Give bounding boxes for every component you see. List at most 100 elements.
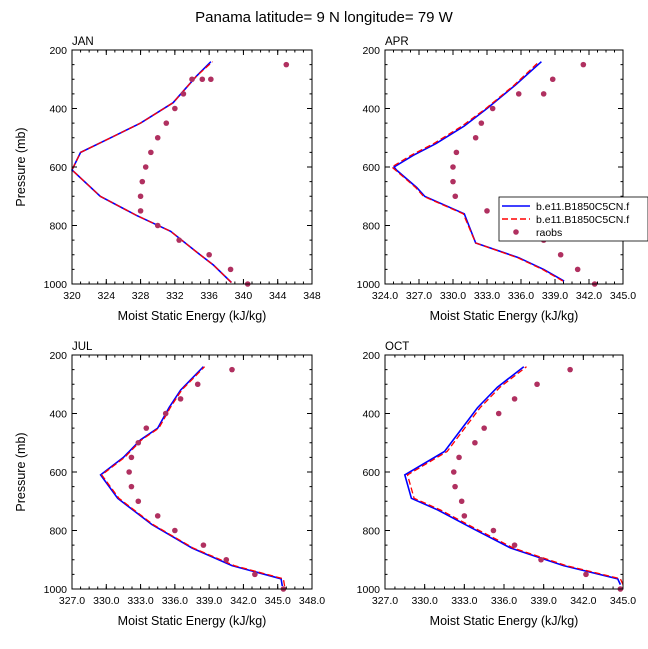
raobs-point — [453, 149, 460, 156]
panel-label: OCT — [385, 341, 409, 353]
x-tick-label: 339.0 — [531, 595, 557, 607]
x-tick-label: 327.0 — [372, 595, 398, 607]
y-tick-label: 200 — [362, 45, 380, 57]
raobs-point — [229, 366, 235, 373]
x-tick-label: 345.0 — [610, 290, 636, 302]
x-tick-label: 330.0 — [93, 595, 119, 607]
panel-label: JUL — [72, 341, 93, 353]
raobs-point — [458, 498, 465, 505]
raobs-point — [549, 76, 556, 83]
y-tick-label: 200 — [49, 45, 67, 57]
raobs-point — [172, 527, 178, 534]
x-axis-title: Moist Static Energy (kJ/kg) — [118, 309, 267, 323]
x-tick-label: 348 — [303, 290, 321, 302]
raobs-point — [200, 542, 207, 548]
raobs-point — [540, 91, 547, 97]
raobs-point — [135, 439, 142, 446]
x-tick-label: 320 — [63, 290, 81, 302]
x-tick-label: 342.0 — [230, 595, 256, 607]
panel-jul: 327.0 330.0 333.0 336.0 339.0 342.0 345.0 348.0… — [14, 341, 325, 628]
plot-frame — [384, 49, 624, 285]
raobs-point — [583, 571, 589, 578]
legend-label: b.e11.B1850C5CN.f — [536, 201, 629, 213]
y-tick-label: 400 — [49, 409, 67, 421]
raobs-point — [472, 439, 478, 446]
plot-frame — [71, 354, 313, 590]
raobs-point — [481, 425, 487, 431]
x-tick-label: 324.0 — [372, 290, 398, 302]
x-tick-label: 333.0 — [474, 290, 500, 302]
raobs-point — [137, 193, 144, 200]
raobs-point — [142, 164, 149, 170]
raobs-point — [450, 164, 456, 170]
raobs-point — [126, 469, 132, 475]
x-tick-label: 330.0 — [412, 595, 438, 607]
x-tick-label: 339.0 — [542, 290, 568, 302]
raobs-point — [511, 396, 518, 402]
x-axis-title: Moist Static Energy (kJ/kg) — [118, 614, 267, 628]
y-tick-label: 800 — [362, 221, 380, 233]
raobs-point — [472, 134, 479, 141]
x-tick-label: 348.0 — [299, 595, 325, 607]
raobs-point — [574, 266, 581, 273]
raobs-point — [154, 513, 161, 519]
raobs-point — [450, 469, 457, 475]
raobs-point — [489, 105, 496, 112]
raobs-point — [557, 251, 564, 258]
raobs-point — [199, 76, 206, 83]
y-tick-label: 600 — [362, 467, 380, 479]
x-tick-label: 324 — [98, 290, 116, 302]
x-tick-label: 345.0 — [610, 595, 636, 607]
model-line-dashed — [71, 61, 232, 283]
x-tick-label: 342.0 — [576, 290, 602, 302]
y-axis-title: Pressure (mb) — [14, 127, 28, 206]
raobs-point — [567, 366, 573, 373]
x-axis-title: Moist Static Energy (kJ/kg) — [430, 309, 579, 323]
raobs-point — [538, 556, 544, 563]
raobs-point — [154, 134, 161, 141]
x-tick-label: 336.0 — [508, 290, 534, 302]
legend-label: b.e11.B1850C5CN.f — [536, 214, 629, 226]
legend-label: raobs — [536, 227, 562, 239]
y-tick-label: 800 — [362, 526, 380, 538]
y-tick-label: 400 — [362, 409, 380, 421]
raobs-point — [452, 193, 459, 200]
y-tick-label: 1000 — [357, 584, 381, 596]
model-line-dashed — [390, 61, 564, 282]
x-tick-label: 328 — [132, 290, 150, 302]
x-tick-label: 345.0 — [265, 595, 291, 607]
y-tick-label: 400 — [49, 104, 67, 116]
raobs-point — [252, 571, 258, 578]
y-tick-label: 200 — [362, 350, 380, 362]
raobs-point — [180, 91, 187, 97]
y-tick-label: 1000 — [44, 279, 68, 291]
x-axis-title: Moist Static Energy (kJ/kg) — [430, 614, 579, 628]
y-tick-label: 600 — [362, 162, 380, 174]
panel-oct: 327.0 330.0 333.0 336.0 339.0 342.0 345.0 200 40… — [357, 341, 637, 628]
raobs-point — [128, 483, 135, 490]
raobs-point — [283, 61, 290, 68]
raobs-point — [189, 76, 195, 83]
y-axis-title: Pressure (mb) — [14, 432, 28, 511]
raobs-point — [139, 178, 146, 185]
y-tick-label: 400 — [362, 104, 380, 116]
raobs-point — [172, 105, 178, 112]
raobs-point — [511, 542, 518, 548]
x-tick-label: 327.0 — [59, 595, 85, 607]
x-tick-label: 336.0 — [491, 595, 517, 607]
legend-marker — [513, 229, 519, 235]
raobs-point — [206, 251, 212, 258]
raobs-point — [227, 266, 234, 273]
raobs-point — [176, 237, 182, 243]
raobs-point — [177, 396, 184, 402]
chart-title: Panama latitude= 9 N longitude= 79 W — [195, 9, 453, 26]
raobs-point — [495, 410, 502, 417]
x-tick-label: 340 — [235, 290, 253, 302]
y-tick-label: 600 — [49, 467, 67, 479]
raobs-point — [154, 222, 161, 229]
panel-apr: 324.0 327.0 330.0 333.0 336.0 339.0 342.0 345.0… — [357, 36, 637, 323]
raobs-point — [461, 513, 468, 519]
raobs-point — [143, 425, 150, 431]
